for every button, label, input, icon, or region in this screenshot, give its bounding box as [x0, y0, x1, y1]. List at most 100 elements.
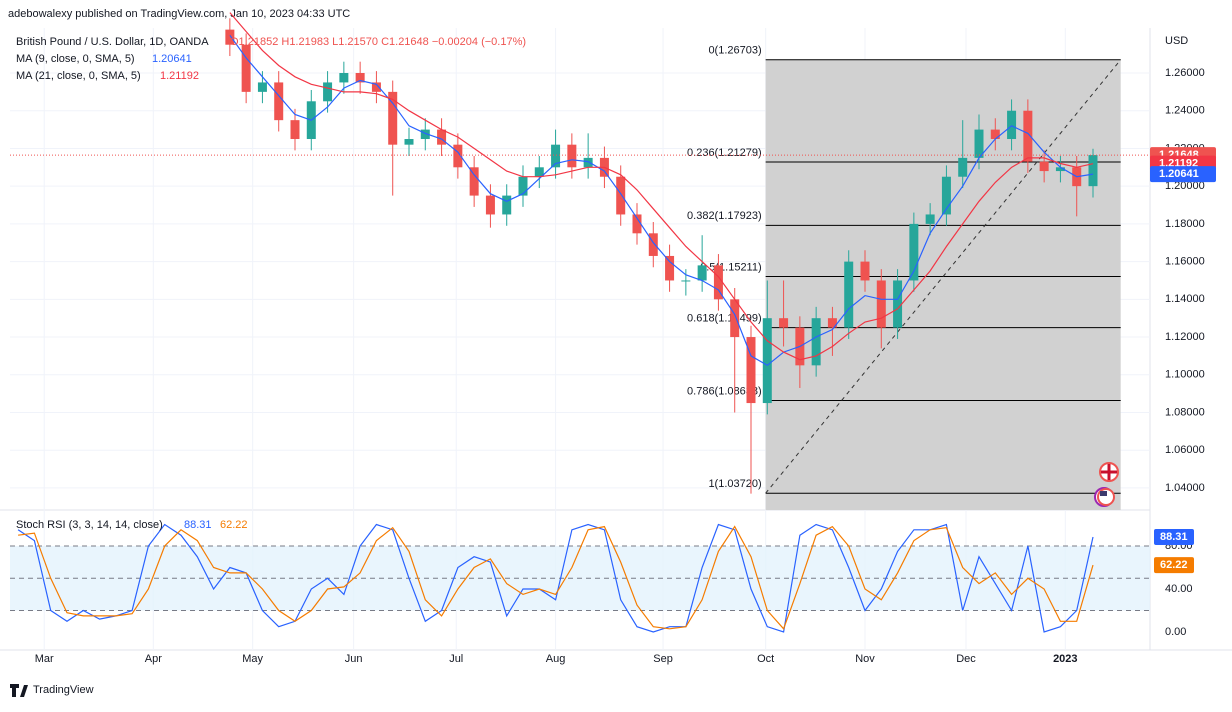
- candle-body: [665, 255, 675, 281]
- symbol: British Pound / U.S. Dollar, 1D, OANDA: [16, 36, 209, 48]
- y-tick-label: 1.06000: [1165, 444, 1205, 456]
- ma-legend-value: 1.20641: [152, 53, 192, 65]
- x-tick-label: Sep: [653, 653, 673, 665]
- stoch-tag: [1154, 557, 1194, 574]
- candle-body: [323, 82, 333, 102]
- candle-body: [290, 120, 300, 140]
- candle-body: [257, 82, 267, 92]
- price-tag-label: 1.20641: [1159, 168, 1199, 180]
- candle-body: [469, 167, 479, 196]
- y-tick-label: 1.24000: [1165, 105, 1205, 117]
- x-tick-label: 2023: [1053, 653, 1077, 665]
- stoch-tag-label: 62.22: [1160, 559, 1188, 571]
- candle-body: [437, 129, 447, 145]
- candle-body: [844, 261, 854, 328]
- candle-body: [339, 73, 349, 83]
- y-tick-label: 1.26000: [1165, 67, 1205, 79]
- candle-body: [420, 129, 430, 140]
- candle-body: [371, 82, 381, 92]
- fib-label: 0.5(1.15211): [700, 261, 762, 273]
- candle-body: [632, 214, 642, 234]
- candle-body: [551, 144, 561, 168]
- stoch-legend-value: 88.31: [184, 519, 212, 531]
- candle-body: [730, 299, 740, 338]
- candle-body: [827, 318, 837, 328]
- footer: TradingView: [33, 684, 94, 696]
- candle-body: [355, 73, 365, 83]
- fib-trend: [765, 59, 1122, 494]
- candle-body: [1088, 155, 1098, 187]
- candle-body: [1039, 161, 1049, 172]
- fib-label: 1(1.03720): [708, 478, 761, 490]
- candle-body: [909, 223, 919, 281]
- currency: USD: [1165, 35, 1188, 47]
- y-tick-label: 0.00: [1165, 626, 1186, 638]
- ma-legend: MA (21, close, 0, SMA, 5): [16, 70, 141, 82]
- moving-average: [229, 12, 1094, 361]
- fib-label: 0.618(1.12499): [687, 313, 762, 325]
- price-tag: [1150, 166, 1216, 183]
- fib-label: 0.236(1.21279): [687, 147, 762, 159]
- candle-body: [925, 214, 935, 224]
- stoch-line: [17, 523, 1094, 633]
- candle-body: [453, 144, 463, 168]
- logo: TradingView: [10, 684, 94, 697]
- candle-body: [860, 261, 870, 281]
- fib-label: 0.382(1.17923): [687, 210, 762, 222]
- y-tick-label: 1.12000: [1165, 331, 1205, 343]
- fib-label: 0.786(1.08638): [687, 385, 762, 397]
- y-tick-label: 1.16000: [1165, 256, 1205, 268]
- ma-legend-value: 1.21192: [160, 70, 199, 82]
- flags: [1094, 462, 1119, 507]
- x-tick-label: Aug: [546, 653, 566, 665]
- candle-body: [567, 144, 577, 168]
- candle-body: [974, 129, 984, 158]
- y-tick-label: 1.14000: [1165, 293, 1205, 305]
- candle-body: [583, 157, 593, 168]
- candle-body: [990, 129, 1000, 140]
- candle-body: [241, 44, 251, 92]
- flag-cross: [1101, 464, 1117, 480]
- candle-body: [681, 280, 691, 282]
- x-tick-label: Dec: [956, 653, 976, 665]
- fib-label: 0(1.26703): [708, 45, 761, 57]
- logo-mark: [10, 684, 28, 697]
- stoch-line: [18, 525, 1094, 630]
- candle-body: [518, 176, 528, 196]
- y-tick-label: 1.08000: [1165, 406, 1205, 418]
- plot: Mar Apr May Jun Jul Aug Sep Oct Nov Dec 2023 1.0400…: [10, 12, 1216, 665]
- candle-body: [534, 167, 544, 177]
- ma-legend: MA (9, close, 0, SMA, 5): [16, 53, 135, 65]
- y-tick-label: 1.18000: [1165, 218, 1205, 230]
- stoch-tag-label: 88.31: [1160, 531, 1188, 543]
- candle-body: [274, 82, 284, 121]
- candle-body: [779, 318, 789, 328]
- ohlc: O1.21852 H1.21983 L1.21570 C1.21648 −0.0…: [230, 36, 526, 48]
- candle-body: [893, 280, 903, 328]
- candle-body: [616, 176, 626, 215]
- flag-canton: [1100, 491, 1107, 496]
- candle-body: [1055, 167, 1065, 172]
- y-tick-label: 1.10000: [1165, 369, 1205, 381]
- moving-average: [229, 34, 1094, 367]
- y-tick-label: 40.00: [1165, 583, 1193, 595]
- candle-body: [697, 265, 707, 281]
- candle-body: [225, 29, 235, 45]
- candle-body: [713, 265, 723, 300]
- x-tick-label: Mar: [35, 653, 54, 665]
- candle-body: [388, 91, 398, 145]
- candle-body: [1007, 110, 1017, 140]
- x-tick-label: Oct: [757, 653, 774, 665]
- candle-body: [762, 318, 772, 404]
- candle-body: [876, 280, 886, 328]
- x-tick-label: Jun: [345, 653, 363, 665]
- legend: British Pound / U.S. Dollar, 1D, OANDA O…: [16, 35, 1188, 531]
- candle-body: [648, 233, 658, 256]
- candle-body: [1023, 110, 1033, 162]
- publisher: adebowalexy published on TradingView.com…: [8, 8, 350, 20]
- candle-body: [958, 157, 968, 177]
- x-tick-label: Apr: [145, 653, 162, 665]
- x-tick-label: Nov: [855, 653, 875, 665]
- stoch-legend: Stoch RSI (3, 3, 14, 14, close): [16, 519, 163, 531]
